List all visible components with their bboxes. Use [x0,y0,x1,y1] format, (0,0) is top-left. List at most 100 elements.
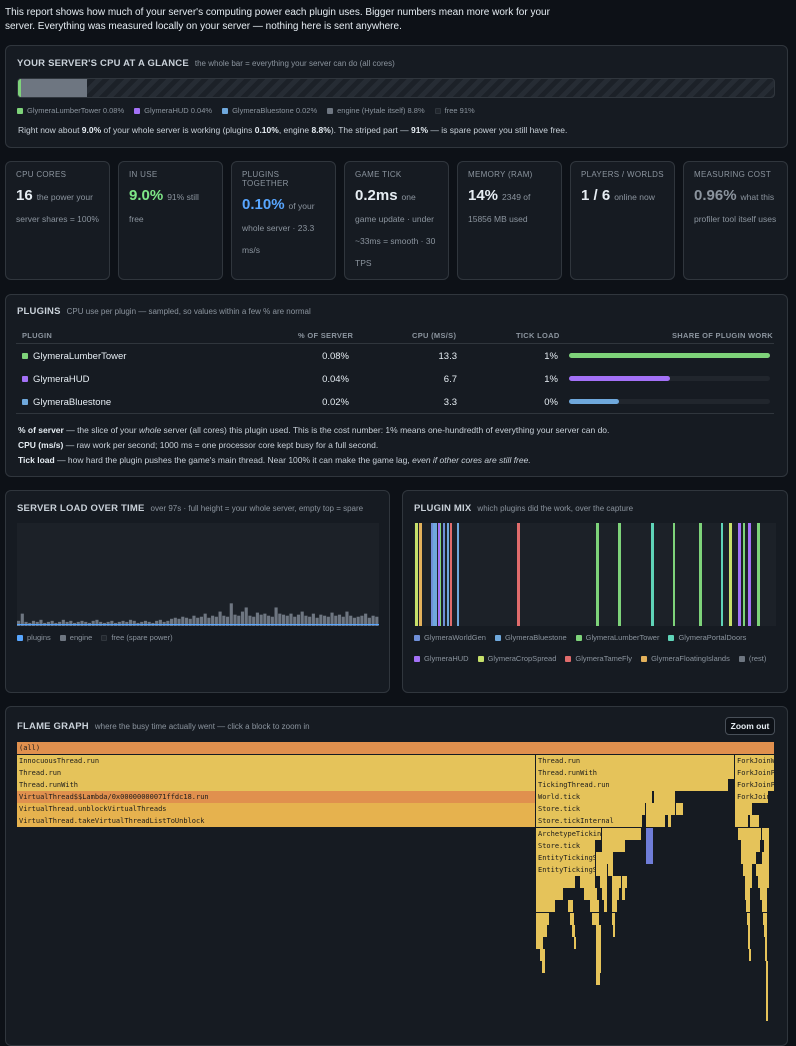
flame-block[interactable]: VirtualThread$$Lambda/0x00000000071ffdc1… [17,791,536,803]
flame-block[interactable] [602,840,626,852]
flame-block[interactable] [590,900,600,912]
flame-block[interactable] [766,973,769,985]
flame-block[interactable] [536,900,556,912]
flame-block[interactable] [646,840,654,852]
flame-block[interactable] [766,1009,769,1021]
flame-block[interactable] [596,925,602,937]
flame-block[interactable] [758,876,770,888]
flame-block[interactable] [536,888,564,900]
flame-block[interactable]: Store.tick [536,803,646,815]
flame-block[interactable]: ForkJoinPool.scan [735,779,775,791]
flame-block[interactable] [741,852,757,864]
flame-block[interactable] [760,888,768,900]
flame-block[interactable] [766,961,769,973]
flame-block[interactable] [741,840,761,852]
flame-block[interactable] [743,864,753,876]
flame-block[interactable] [747,913,751,925]
flame-block[interactable] [596,961,602,973]
flame-block[interactable]: Store.tick [536,840,596,852]
flame-block[interactable] [596,973,601,985]
load-bar [91,620,95,626]
flame-block[interactable] [654,791,676,803]
flame-block[interactable] [536,913,550,925]
flame-block[interactable] [764,925,768,937]
flame-block[interactable]: Thread.runWith [17,779,536,791]
flame-block[interactable] [596,852,614,864]
flame-block[interactable] [536,925,548,937]
flame-block[interactable] [602,828,642,840]
flame-block[interactable] [762,900,768,912]
flame-block[interactable] [749,949,752,961]
flame-block[interactable] [536,876,576,888]
flame-block[interactable] [570,913,575,925]
flame-block[interactable] [608,864,614,876]
flame-block[interactable]: InnocuousThread.run [17,755,536,767]
load-bar [222,615,226,626]
flame-block[interactable] [622,888,626,900]
zoom-out-button[interactable]: Zoom out [725,717,775,735]
flame-block[interactable] [542,961,546,973]
flame-block[interactable]: Thread.run [17,767,536,779]
flame-block[interactable]: EntityTickingSystem.tick [536,864,596,876]
load-bar [278,613,282,626]
flame-block[interactable] [596,864,608,876]
flame-block[interactable]: TickingThread.run [536,779,729,791]
flame-block[interactable] [613,925,616,937]
flame-block[interactable] [746,900,751,912]
flame-block[interactable] [600,876,608,888]
flame-block[interactable] [540,949,546,961]
flame-block[interactable]: ArchetypeTickingSystem.tick [536,828,602,840]
flame-block[interactable] [612,876,622,888]
flame-block[interactable] [596,937,602,949]
flame-block[interactable] [580,876,596,888]
flame-block[interactable] [646,803,676,815]
flame-block[interactable] [745,876,753,888]
flame-block[interactable] [646,815,666,827]
flame-block[interactable] [765,937,768,949]
flame-block[interactable] [604,900,608,912]
flame-block[interactable]: ForkJoinPool.scan [735,791,769,803]
flame-block[interactable] [536,937,544,949]
flame-block[interactable]: Store.tickInternal [536,815,643,827]
flame-block[interactable] [750,815,760,827]
flame-block[interactable]: EntityTickingSystem.tick [536,852,596,864]
flame-block[interactable]: (all) [17,742,775,754]
flame-block[interactable]: World.tick [536,791,653,803]
flame-block[interactable] [763,913,768,925]
flame-block[interactable] [765,949,768,961]
flame-block[interactable] [676,803,684,815]
flame-block[interactable] [738,828,762,840]
flame-block[interactable] [572,925,576,937]
flame-block[interactable] [592,913,600,925]
flame-block[interactable] [748,937,751,949]
flame-block[interactable] [574,937,577,949]
flame-block[interactable]: ForkJoinWorkerThread.run [735,755,775,767]
flame-block[interactable] [762,828,770,840]
flame-block[interactable] [612,900,618,912]
flame-block[interactable]: Thread.runWith [536,767,735,779]
flame-block[interactable] [766,997,769,1009]
flame-block[interactable] [622,876,628,888]
legend-swatch [327,108,334,115]
flame-block[interactable] [602,888,608,900]
flame-block[interactable] [748,925,751,937]
flame-block[interactable] [584,888,598,900]
flame-block[interactable] [745,888,751,900]
flame-block[interactable]: Thread.run [536,755,735,767]
flame-block[interactable] [756,864,770,876]
flame-block[interactable] [596,949,602,961]
flame-block[interactable] [612,913,616,925]
flame-block[interactable] [568,900,574,912]
flame-block[interactable] [668,815,672,827]
flame-block[interactable]: VirtualThread.takeVirtualThreadListToUnb… [17,815,536,827]
flame-block[interactable]: ForkJoinPool.runWorker [735,767,775,779]
flame-block[interactable] [646,852,654,864]
flame-block[interactable] [762,852,770,864]
flame-block[interactable] [766,985,769,997]
flame-block[interactable] [764,840,770,852]
flame-block[interactable] [735,815,749,827]
flame-block[interactable] [612,888,620,900]
flame-block[interactable] [735,803,753,815]
flame-block[interactable] [646,828,654,840]
flame-block[interactable]: VirtualThread.unblockVirtualThreads [17,803,536,815]
